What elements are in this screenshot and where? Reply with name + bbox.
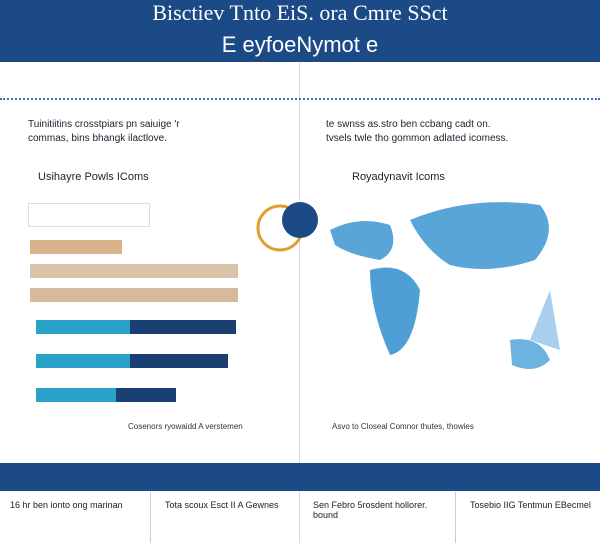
divider bbox=[299, 62, 300, 543]
right-caption: Asvo to Closeal Comnor thutes, thowies bbox=[332, 422, 474, 431]
bar bbox=[30, 264, 238, 278]
input-box bbox=[28, 203, 150, 227]
bar bbox=[30, 240, 122, 254]
text-line: tvsels twle tho gommon adlated icomess. bbox=[326, 133, 509, 144]
footer-band bbox=[0, 463, 600, 491]
right-text: te swnss as.stro ben ccbang cadt on. tvse… bbox=[326, 118, 508, 146]
bar bbox=[30, 288, 238, 302]
bottom-item: Tota scoux Esct II A Gewnes bbox=[165, 500, 279, 510]
header: Bisctiev Tnto EiS. ora Cmre SSct E eyfoe… bbox=[0, 0, 600, 62]
text-line: te swnss as.stro ben ccbang cadt on. bbox=[326, 119, 491, 130]
left-heading: Usihayre Powls IComs bbox=[38, 171, 149, 183]
bottom-item: Sen Febro 5rosdent hollorer. bound bbox=[313, 500, 428, 520]
bottom-item: Tosebio IIG Tentmun EBecmel bbox=[470, 500, 591, 510]
bottom-item: 16 hr ben ionto ong marinan bbox=[10, 500, 123, 510]
bar bbox=[36, 388, 116, 402]
left-caption: Cosenors ryowaidd A verstemen bbox=[128, 422, 243, 431]
bar bbox=[36, 354, 130, 368]
text-line: Tuinitiitins crosstpiars pn saiuige 'r bbox=[28, 119, 180, 130]
world-map bbox=[256, 202, 560, 369]
text-line: commas, bins bhangk ilactlove. bbox=[28, 133, 167, 144]
title: Bisctiev Tnto EiS. ora Cmre SSct bbox=[152, 0, 448, 25]
right-heading: Royadynavit Icoms bbox=[352, 171, 445, 183]
separator bbox=[455, 492, 456, 543]
left-text: Tuinitiitins crosstpiars pn saiuige 'r co… bbox=[28, 118, 180, 146]
subtitle: E eyfoeNymot e bbox=[221, 32, 379, 57]
separator bbox=[150, 492, 151, 543]
dotted-rule bbox=[0, 98, 600, 100]
bar bbox=[36, 320, 130, 334]
